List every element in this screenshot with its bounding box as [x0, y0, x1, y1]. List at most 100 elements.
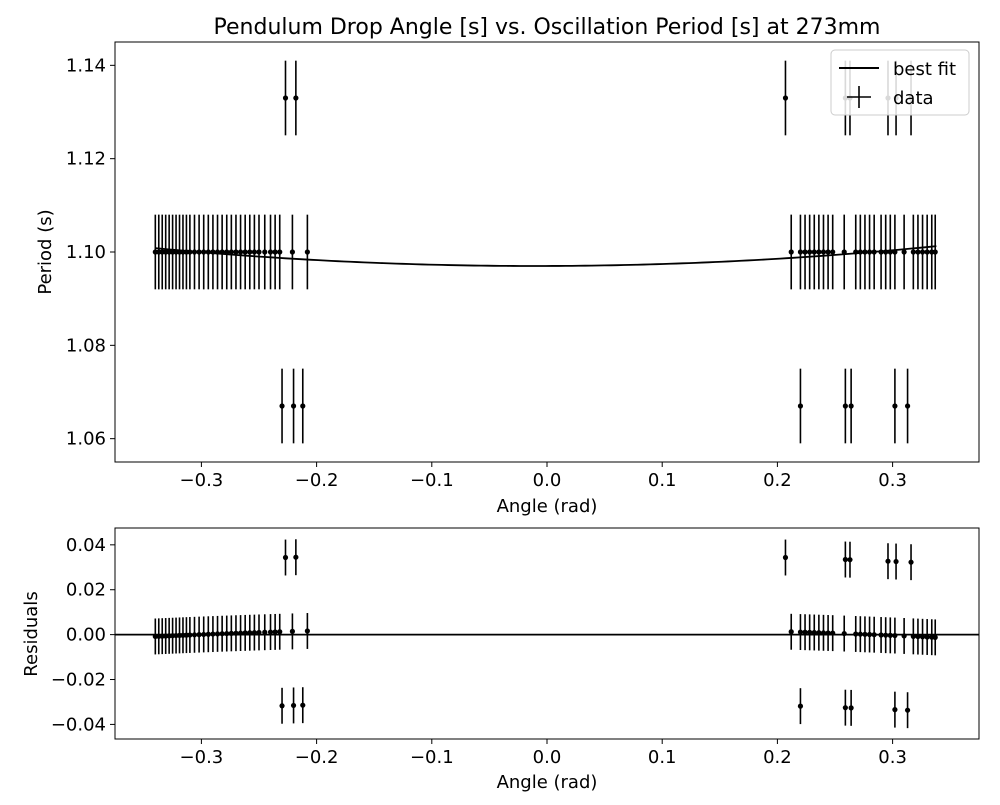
legend-data-label: data	[893, 88, 934, 109]
residual-data-marks	[115, 539, 979, 729]
residual-x-tick-label-2: −0.1	[410, 747, 454, 768]
residual-point-54	[887, 632, 893, 638]
data-point-31	[304, 249, 310, 255]
data-point-30	[289, 249, 296, 255]
residual-point-40	[807, 629, 813, 635]
legend-frame	[830, 49, 970, 116]
data-point-25	[256, 249, 262, 255]
residual-point-43	[820, 630, 827, 636]
residual-y-tick-label-2: 0.00	[66, 625, 106, 646]
residual-point-53	[883, 632, 889, 638]
residual-point-47	[853, 631, 859, 637]
residual-point-69	[797, 703, 804, 709]
data-point-24	[251, 249, 257, 255]
residual-point-49	[862, 631, 868, 637]
best-fit-line	[155, 245, 937, 267]
main-x-axis-label: Angle (rad)	[497, 496, 598, 517]
residual-y-axis-label: Residuals	[21, 591, 42, 676]
data-point-71	[848, 403, 854, 409]
residual-point-24	[251, 629, 257, 636]
residual-point-62	[932, 634, 938, 640]
residual-point-29	[277, 629, 283, 635]
main-x-tick-label-1: −0.2	[295, 470, 339, 491]
residual-x-tick-label-3: 0.0	[533, 747, 562, 768]
residual-y-tick-label-3: 0.02	[66, 580, 106, 601]
main-x-tick-label-5: 0.2	[763, 470, 792, 491]
data-point-29	[277, 249, 283, 255]
legend-best-fit-label: best fit	[893, 59, 956, 80]
residual-point-65	[847, 557, 853, 563]
residual-point-67	[893, 558, 899, 565]
data-point-22	[242, 249, 248, 255]
data-point-60	[924, 249, 930, 255]
main-y-tick-label-3: 1.12	[66, 149, 106, 170]
main-x-ticks: −0.3 −0.2 −0.1 0.0 0.1 0.2 0.3	[180, 462, 907, 491]
residual-point-63	[782, 554, 789, 561]
residual-point-58	[915, 633, 921, 640]
residual-point-32	[282, 554, 289, 561]
residual-point-44	[825, 630, 831, 636]
data-point-43	[820, 249, 827, 255]
residual-point-71	[848, 705, 854, 711]
data-point-27	[267, 249, 274, 255]
legend: best fit data	[830, 49, 970, 116]
residual-y-tick-label-0: −0.04	[51, 714, 106, 735]
residual-point-36	[300, 702, 306, 708]
residual-point-13	[201, 631, 207, 638]
residual-x-tick-label-6: 0.3	[878, 747, 907, 768]
residual-y-tick-label-1: −0.02	[51, 670, 106, 691]
data-point-33	[293, 95, 299, 101]
residual-point-66	[885, 558, 891, 564]
data-point-19	[228, 249, 234, 255]
data-point-56	[901, 249, 907, 255]
data-point-62	[932, 249, 938, 255]
data-point-39	[802, 249, 808, 255]
residual-point-33	[293, 554, 299, 560]
data-point-23	[247, 249, 253, 255]
data-point-40	[807, 249, 813, 255]
main-y-tick-label-1: 1.08	[66, 335, 106, 356]
residual-point-57	[910, 633, 916, 639]
residual-point-42	[816, 630, 822, 636]
main-x-tick-label-4: 0.1	[648, 470, 677, 491]
data-point-20	[233, 249, 239, 255]
residual-point-46	[841, 630, 847, 637]
residual-point-35	[290, 702, 297, 709]
residual-point-20	[233, 630, 239, 636]
data-point-26	[262, 249, 268, 255]
residual-point-22	[242, 630, 248, 636]
data-point-32	[282, 95, 289, 101]
data-point-69	[797, 403, 804, 409]
residual-point-52	[878, 632, 884, 638]
residual-point-34	[279, 703, 285, 709]
residual-point-17	[219, 631, 225, 637]
residual-point-41	[811, 629, 817, 636]
residual-x-tick-label-4: 0.1	[648, 747, 677, 768]
residual-point-64	[842, 556, 848, 563]
residual-point-55	[892, 632, 898, 639]
residual-point-56	[901, 633, 907, 639]
residual-point-50	[866, 631, 873, 638]
residual-x-tick-label-1: −0.2	[295, 747, 339, 768]
residual-point-21	[237, 630, 244, 636]
residual-y-tick-label-4: 0.04	[66, 535, 106, 556]
residual-point-28	[272, 629, 278, 635]
residual-x-tick-label-5: 0.2	[763, 747, 792, 768]
main-x-tick-label-3: 0.0	[533, 470, 562, 491]
data-point-28	[272, 249, 278, 255]
residual-point-26	[262, 629, 268, 635]
residual-point-73	[904, 707, 911, 713]
data-point-63	[782, 95, 789, 101]
residual-point-59	[919, 634, 926, 640]
residual-point-39	[802, 629, 808, 635]
residual-point-68	[908, 559, 914, 565]
residual-point-70	[842, 705, 848, 711]
residual-point-38	[797, 629, 804, 635]
main-x-tick-label-0: −0.3	[180, 470, 224, 491]
residual-point-72	[892, 707, 898, 713]
data-point-38	[797, 249, 804, 255]
data-point-57	[910, 249, 916, 255]
chart-title: Pendulum Drop Angle [s] vs. Oscillation …	[214, 15, 881, 40]
data-point-70	[842, 403, 848, 409]
